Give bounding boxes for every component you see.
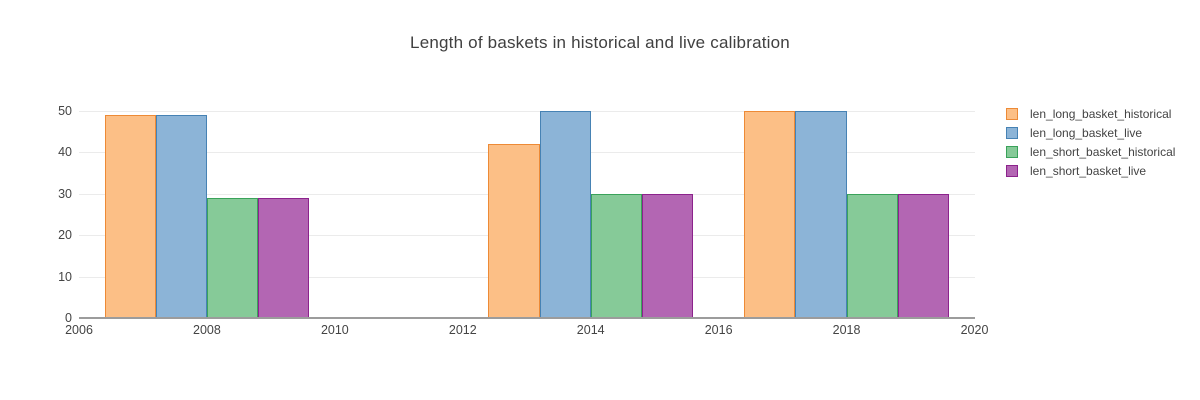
x-tick-label: 2012 <box>448 323 477 337</box>
legend-label: len_long_basket_live <box>1030 125 1143 140</box>
y-tick-label: 0 <box>65 311 72 325</box>
x-tick-label: 2008 <box>193 323 221 337</box>
legend-label: len_short_basket_historical <box>1030 144 1176 159</box>
x-tick-label: 2014 <box>576 323 605 337</box>
x-axis-line <box>79 317 975 319</box>
y-tick-label: 20 <box>58 228 72 243</box>
bar-len_long_basket_live-2014[interactable] <box>539 110 591 318</box>
legend-label: len_long_basket_historical <box>1030 106 1172 121</box>
legend-swatch-icon <box>1006 126 1018 139</box>
legend-item-len_long_basket_historical[interactable]: len_long_basket_historical <box>1006 104 1171 123</box>
y-tick-label: 50 <box>58 103 72 118</box>
bar-len_short_basket_historical-2014[interactable] <box>590 193 642 318</box>
y-tick-label: 30 <box>58 186 72 201</box>
legend-item-len_short_basket_historical[interactable]: len_short_basket_historical <box>1006 142 1175 161</box>
bar-len_long_basket_historical-2008[interactable] <box>104 114 156 318</box>
bar-len_long_basket_historical-2014[interactable] <box>488 143 540 318</box>
legend-item-len_long_basket_live[interactable]: len_long_basket_live <box>1006 123 1142 142</box>
x-tick-label: 2006 <box>65 323 93 337</box>
bar-len_short_basket_historical-2018[interactable] <box>846 193 898 318</box>
bar-len_long_basket_live-2018[interactable] <box>795 110 847 318</box>
y-tick-label: 40 <box>58 145 72 160</box>
legend-label: len_short_basket_live <box>1030 163 1147 178</box>
legend-swatch-icon <box>1006 164 1018 177</box>
x-tick-label: 2020 <box>960 323 989 337</box>
legend-swatch-icon <box>1006 145 1018 158</box>
y-gridline <box>79 110 975 112</box>
x-tick-label: 2016 <box>704 323 733 337</box>
chart-title: Length of baskets in historical and live… <box>410 33 790 52</box>
x-tick-label: 2010 <box>320 323 349 337</box>
legend-item-len_short_basket_live[interactable]: len_short_basket_live <box>1006 161 1146 180</box>
y-tick-label: 10 <box>58 269 72 284</box>
x-tick-label: 2018 <box>832 323 861 337</box>
bar-len_short_basket_live-2018[interactable] <box>897 193 949 318</box>
bar-len_short_basket_live-2014[interactable] <box>641 193 694 318</box>
bar-len_long_basket_live-2008[interactable] <box>155 114 207 318</box>
legend-swatch-icon <box>1006 107 1018 120</box>
